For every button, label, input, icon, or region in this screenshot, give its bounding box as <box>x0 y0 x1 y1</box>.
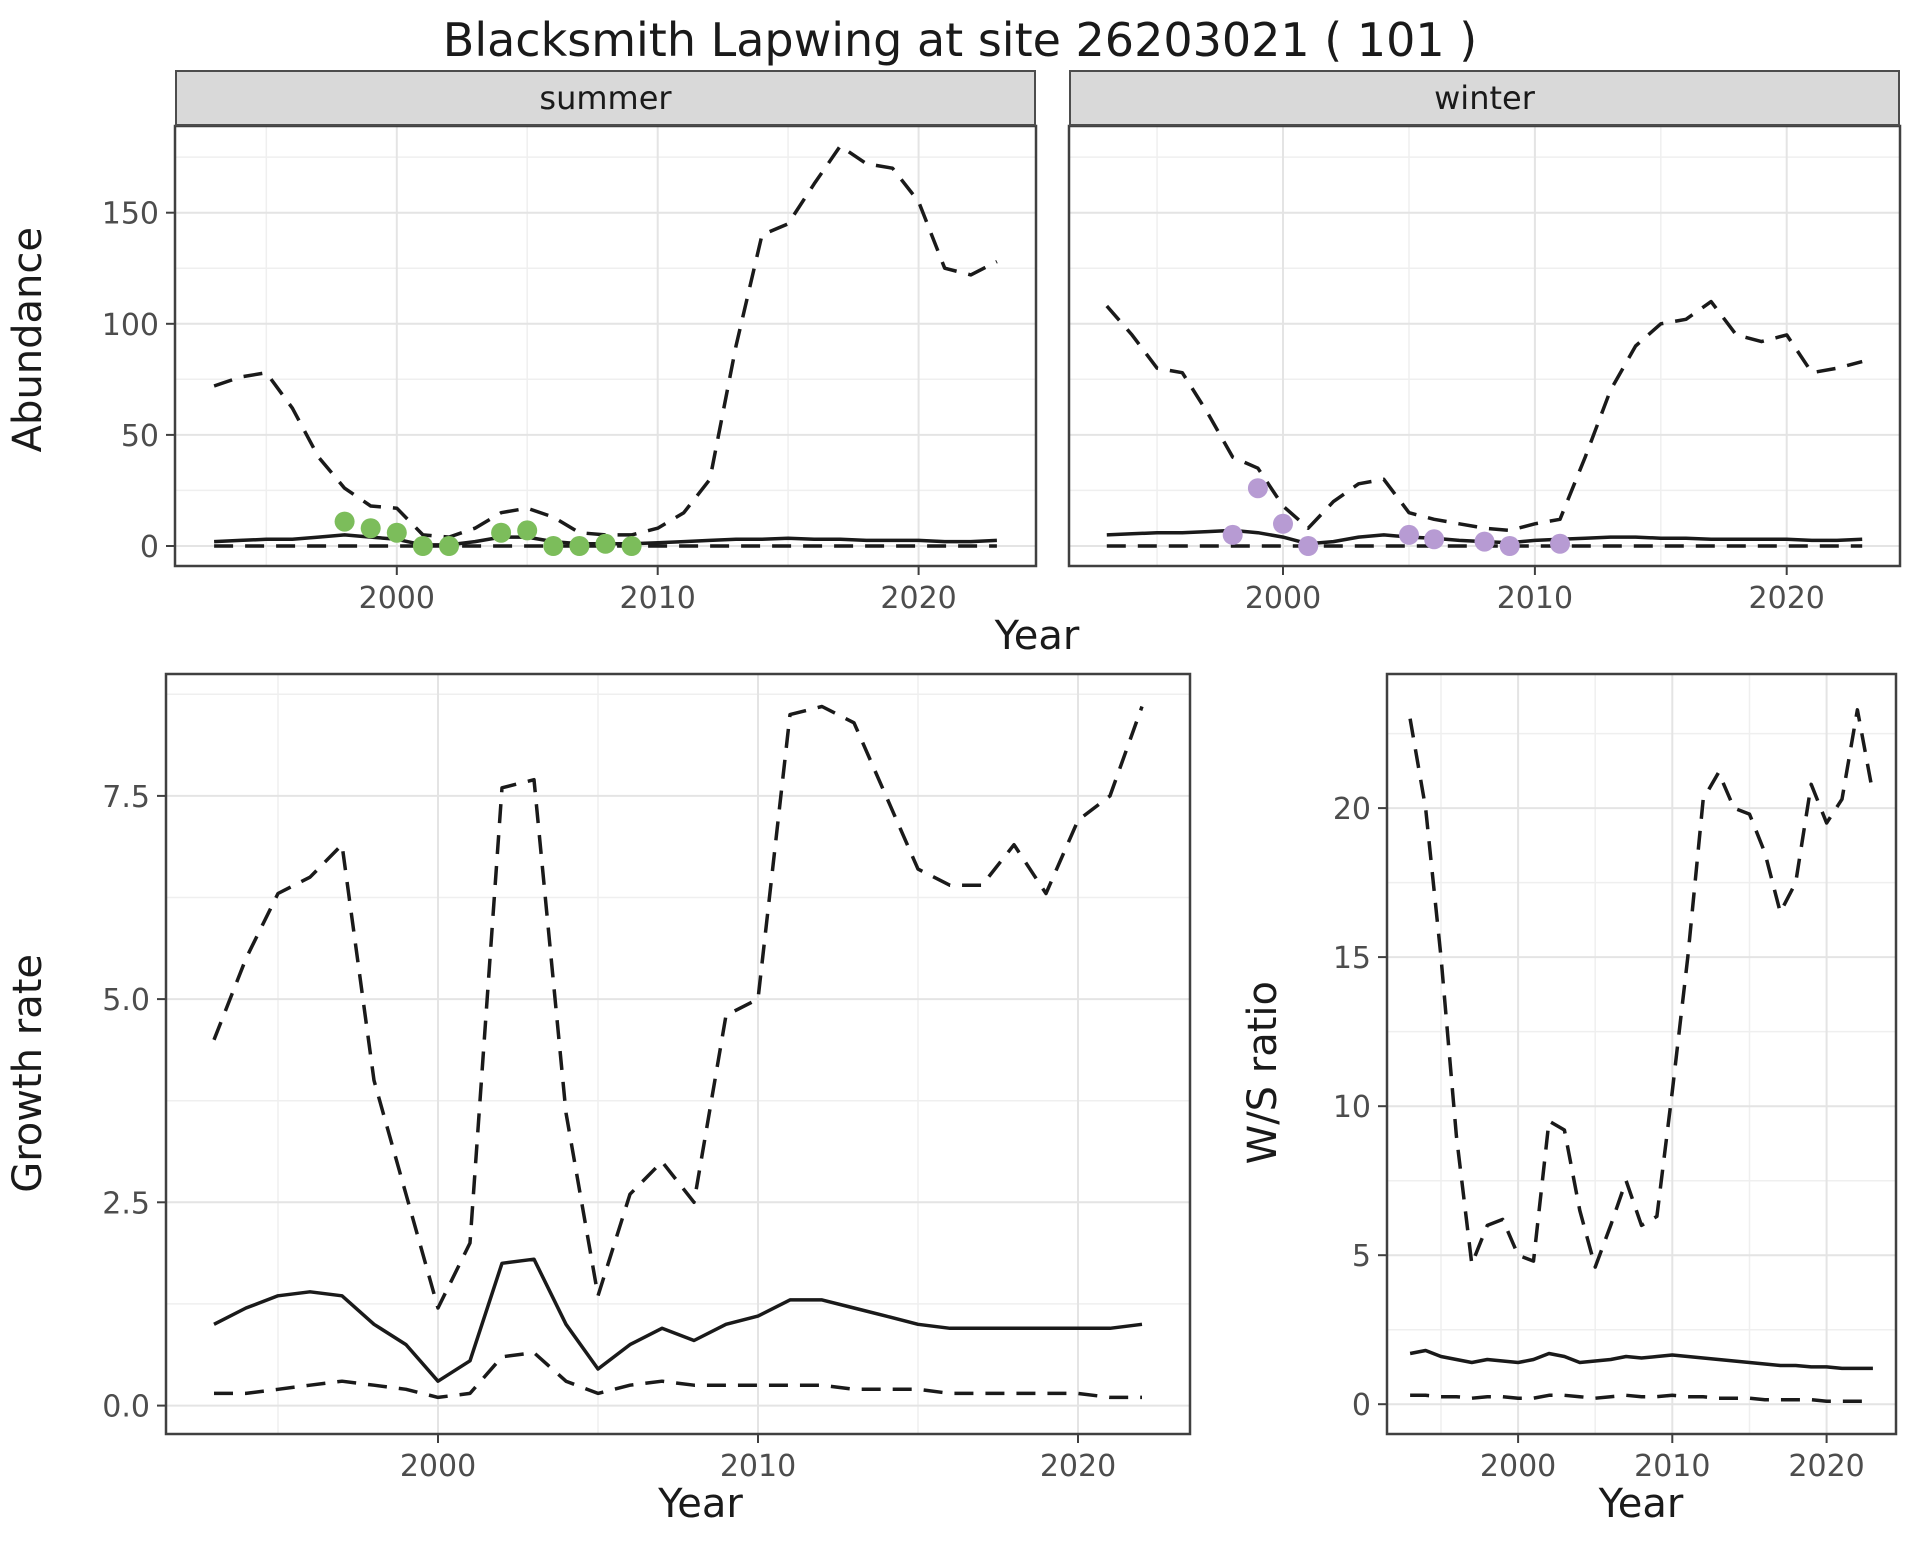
svg-text:2000: 2000 <box>1245 581 1321 610</box>
ratio-axis-label-column: W/S ratio <box>1235 668 1291 1478</box>
svg-text:0.0: 0.0 <box>102 1390 150 1425</box>
svg-text:2000: 2000 <box>359 581 435 610</box>
growth-rate-block: Growth rate 2000 2010 2020 0.0 2.5 5.0 7.5 Yea… <box>0 668 1235 1530</box>
ws-ratio-block: W/S ratio 2000 2010 2020 0 5 10 15 20 Year <box>1235 668 1920 1530</box>
facet-strip-winter-label: winter <box>1434 79 1535 117</box>
growth-rate-axis-label: Growth rate <box>5 953 51 1193</box>
facet-summer: summer 2000 2010 2020 0 50 100 150 <box>56 70 1040 616</box>
bottom-row: Growth rate 2000 2010 2020 0.0 2.5 5.0 7.5 Yea… <box>0 668 1920 1530</box>
svg-text:0: 0 <box>140 530 159 565</box>
svg-text:10: 10 <box>1333 1090 1371 1125</box>
growth-axis-label-column: Growth rate <box>0 668 56 1478</box>
svg-text:2010: 2010 <box>620 581 696 610</box>
facet-strip-summer-label: summer <box>539 79 672 117</box>
svg-text:7.5: 7.5 <box>102 780 150 815</box>
svg-text:2000: 2000 <box>1480 1449 1556 1478</box>
abundance-axis-label: Abundance <box>5 227 51 453</box>
year-axis-label-ratio: Year <box>1598 1481 1684 1527</box>
growth-rate-row: Growth rate 2000 2010 2020 0.0 2.5 5.0 7.5 <box>0 668 1235 1484</box>
svg-text:2020: 2020 <box>1749 581 1825 610</box>
chart-title: Blacksmith Lapwing at site 26203021 ( 10… <box>442 13 1478 68</box>
svg-text:15: 15 <box>1333 941 1371 976</box>
ws-ratio-row: W/S ratio 2000 2010 2020 0 5 10 15 20 <box>1235 668 1920 1484</box>
ws-ratio-axis-label: W/S ratio <box>1240 981 1286 1165</box>
svg-text:2010: 2010 <box>1497 581 1573 610</box>
svg-text:2010: 2010 <box>1634 1449 1710 1478</box>
svg-text:20: 20 <box>1333 792 1371 827</box>
abundance-axis-label-column: Abundance <box>0 70 56 610</box>
svg-text:150: 150 <box>102 197 159 232</box>
svg-text:100: 100 <box>102 308 159 343</box>
svg-text:0: 0 <box>1352 1388 1371 1423</box>
svg-text:2020: 2020 <box>1788 1449 1864 1478</box>
svg-text:2000: 2000 <box>400 1449 476 1478</box>
svg-text:2010: 2010 <box>720 1449 796 1478</box>
growth-rate-chart: 2000 2010 2020 0.0 2.5 5.0 7.5 <box>56 668 1235 1484</box>
svg-text:5.0: 5.0 <box>102 983 150 1018</box>
abundance-facet-row: Abundance summer 2000 2010 2020 0 50 100 150 w… <box>0 70 1920 616</box>
winter-abundance-chart: 2000 2010 2020 <box>1040 70 1916 616</box>
facet-strip-summer: summer <box>175 70 1036 126</box>
svg-text:5: 5 <box>1352 1239 1371 1274</box>
svg-text:2020: 2020 <box>880 581 956 610</box>
year-axis-label-top: Year <box>994 613 1080 659</box>
facet-winter: winter 2000 2010 2020 <box>1040 70 1916 616</box>
ws-ratio-chart: 2000 2010 2020 0 5 10 15 20 <box>1291 668 1920 1484</box>
summer-abundance-chart: 2000 2010 2020 0 50 100 150 <box>56 70 1040 616</box>
svg-text:2020: 2020 <box>1040 1449 1116 1478</box>
facet-strip-winter: winter <box>1069 70 1900 126</box>
facet-panels: summer 2000 2010 2020 0 50 100 150 winter 2000… <box>56 70 1916 616</box>
year-axis-label-growth: Year <box>658 1481 743 1527</box>
svg-text:50: 50 <box>121 419 159 454</box>
svg-text:2.5: 2.5 <box>102 1186 150 1221</box>
